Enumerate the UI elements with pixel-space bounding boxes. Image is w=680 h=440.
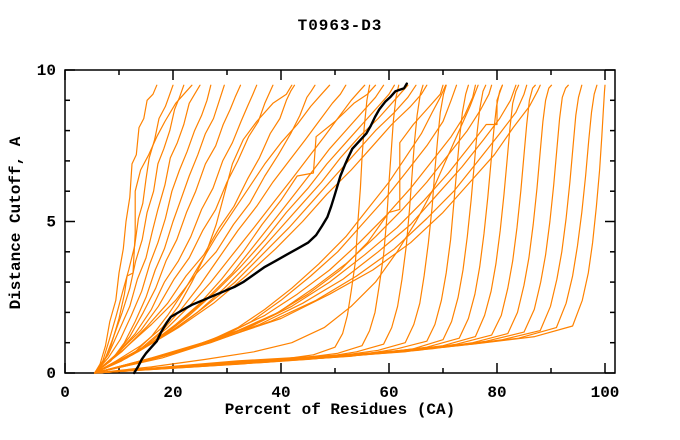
model-curve	[94, 84, 225, 374]
x-tick-label: 100	[591, 384, 620, 402]
model-curve	[94, 84, 385, 374]
model-curve	[94, 84, 258, 374]
model-curve	[94, 84, 476, 374]
model-curve	[94, 84, 316, 374]
model-curve	[94, 84, 242, 374]
x-tick-label: 40	[271, 384, 290, 402]
y-tick-label: 0	[46, 365, 56, 383]
model-curve	[94, 84, 503, 374]
model-curve	[94, 84, 417, 374]
model-curve	[94, 84, 479, 374]
model-curve	[94, 84, 347, 374]
y-tick-label: 10	[37, 62, 56, 80]
x-tick-label: 60	[379, 384, 398, 402]
x-axis-label: Percent of Residues (CA)	[224, 401, 456, 419]
chart-title: T0963-D3	[297, 17, 383, 35]
model-curve	[94, 84, 296, 374]
model-curve	[94, 84, 447, 374]
model-curve	[94, 84, 193, 374]
highlighted-model-curve	[132, 82, 408, 375]
model-curve	[94, 84, 469, 374]
model-curve	[94, 84, 174, 374]
model-curve	[94, 84, 201, 374]
model-curve	[94, 84, 366, 374]
model-curve	[94, 84, 395, 374]
model-curve	[94, 84, 444, 374]
x-tick-label: 20	[163, 384, 182, 402]
model-curve	[94, 84, 377, 374]
model-curve	[94, 84, 520, 374]
model-curve	[94, 84, 541, 374]
model-curve	[94, 84, 458, 374]
model-curve	[94, 84, 606, 374]
model-curve	[94, 84, 517, 374]
y-tick-label: 5	[46, 214, 56, 232]
model-curve	[94, 84, 553, 374]
model-curve	[94, 84, 212, 374]
model-curve	[94, 84, 158, 374]
model-curve	[94, 84, 331, 374]
model-curve	[94, 84, 428, 374]
x-tick-label: 0	[60, 384, 70, 402]
model-curve	[94, 84, 274, 374]
x-tick-label: 80	[487, 384, 506, 402]
